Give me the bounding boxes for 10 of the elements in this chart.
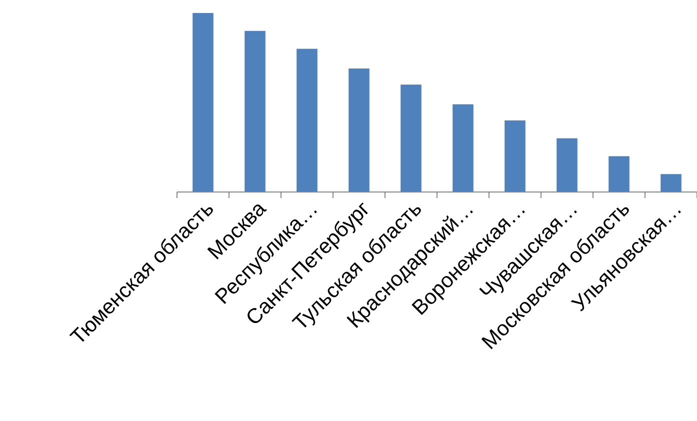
bar	[296, 48, 318, 192]
bar	[452, 104, 474, 192]
bar	[660, 174, 682, 192]
bar	[244, 30, 266, 192]
bar	[348, 68, 370, 192]
bar	[556, 138, 578, 192]
bar	[400, 84, 422, 192]
bar	[192, 13, 214, 192]
bar	[504, 120, 526, 192]
bar	[608, 156, 630, 192]
